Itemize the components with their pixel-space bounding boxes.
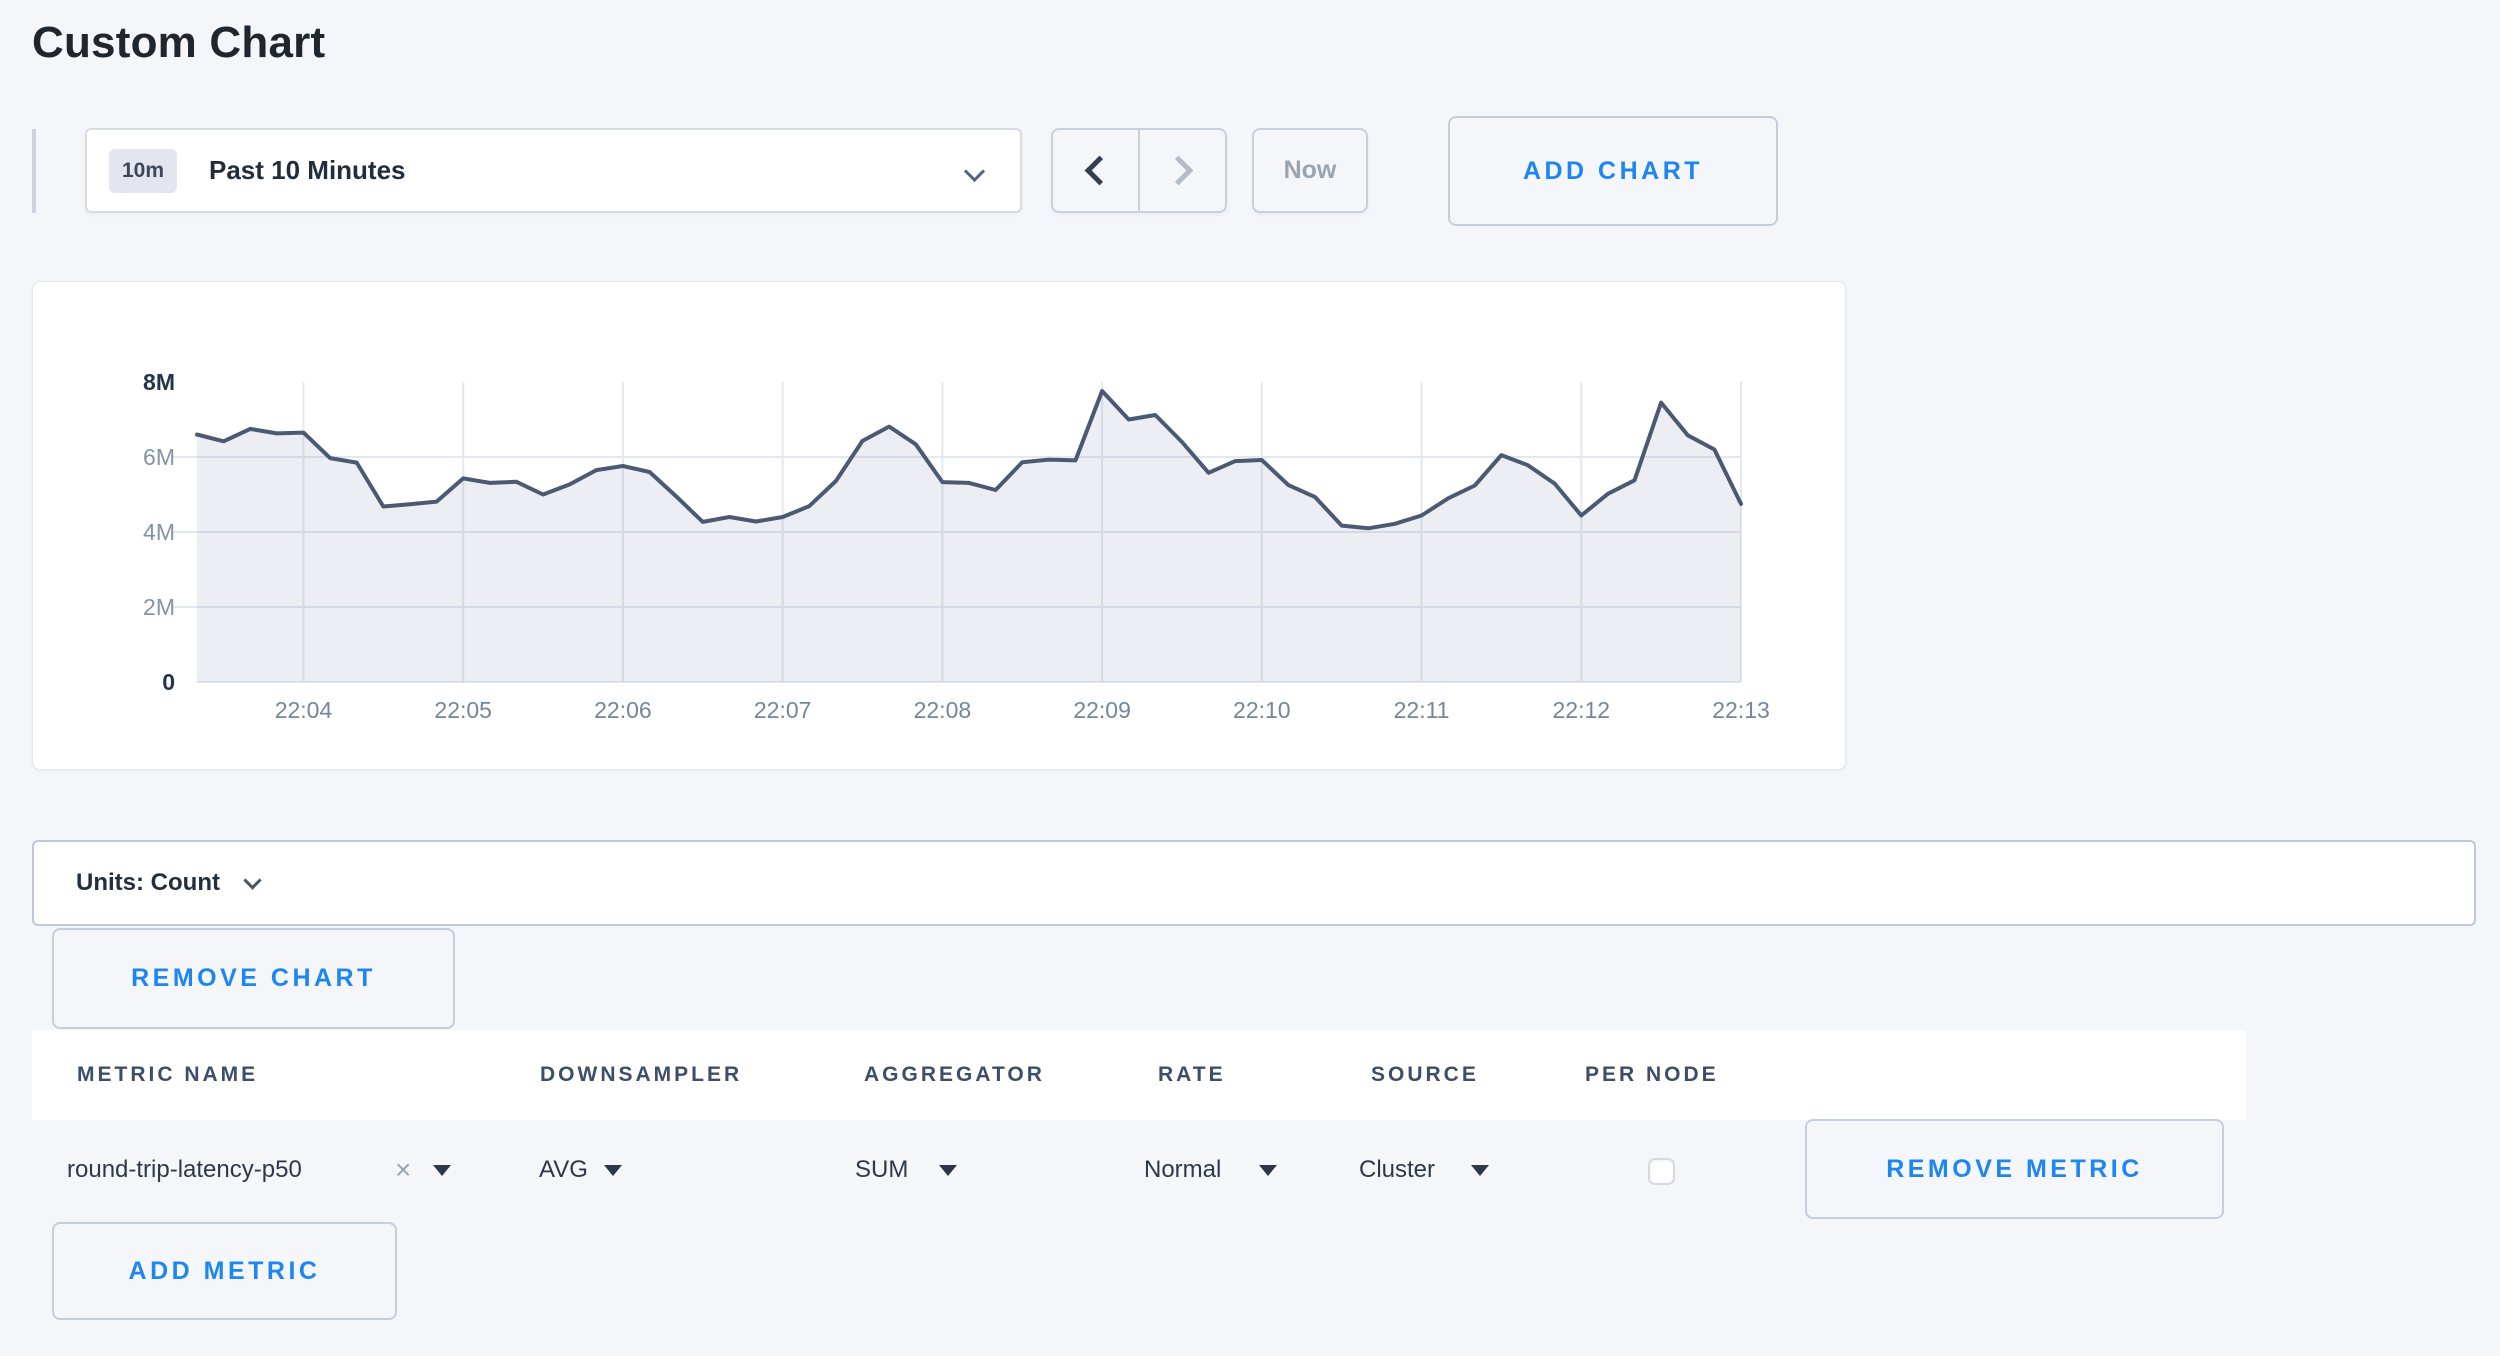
y-axis-label: 0 [162, 669, 175, 695]
column-header-downsampler: DOWNSAMPLER [540, 1063, 743, 1086]
x-axis-label: 22:10 [1233, 697, 1291, 723]
time-range-accent-bar [32, 129, 36, 213]
x-axis-label: 22:13 [1712, 697, 1770, 723]
x-axis-label: 22:09 [1073, 697, 1131, 723]
y-axis-label: 4M [143, 519, 175, 545]
x-axis-label: 22:05 [434, 697, 492, 723]
y-axis-label: 6M [143, 444, 175, 470]
column-header-per-node: PER NODE [1585, 1063, 1719, 1086]
x-axis-label: 22:11 [1393, 697, 1450, 723]
prev-time-window-button[interactable] [1053, 130, 1140, 211]
x-axis-label: 22:08 [913, 697, 972, 723]
time-range-select[interactable]: 10m Past 10 Minutes [85, 128, 1022, 213]
caret-down-icon[interactable] [939, 1165, 957, 1176]
area-chart [173, 382, 1743, 683]
chevron-down-icon [963, 160, 986, 183]
time-range-label: Past 10 Minutes [209, 155, 406, 185]
chevron-left-icon [1084, 155, 1115, 186]
aggregator-select[interactable]: SUM [855, 1156, 909, 1183]
chevron-down-icon [243, 870, 262, 890]
column-header-rate: RATE [1158, 1063, 1226, 1086]
column-header-metric-name: METRIC NAME [77, 1063, 259, 1086]
y-axis-label: 2M [143, 594, 175, 620]
close-icon[interactable]: × [395, 1154, 412, 1185]
chart-card: 0 2M 4M 6M 8M 22:04 22:05 22:06 22:07 22:08 22:09… [32, 281, 1846, 770]
now-button[interactable]: Now [1252, 128, 1368, 213]
y-axis-label: 8M [143, 369, 175, 395]
time-window-nav [1051, 128, 1227, 213]
caret-down-icon[interactable] [1259, 1165, 1277, 1176]
remove-chart-button[interactable]: REMOVE CHART [52, 928, 455, 1029]
remove-metric-button[interactable]: REMOVE METRIC [1805, 1119, 2224, 1219]
metrics-table-header: METRIC NAME DOWNSAMPLER AGGREGATOR RATE … [32, 1030, 2246, 1120]
per-node-checkbox[interactable] [1648, 1158, 1675, 1185]
add-metric-button[interactable]: ADD METRIC [52, 1222, 397, 1320]
caret-down-icon[interactable] [433, 1165, 451, 1176]
units-label: Units: Count [76, 869, 220, 896]
x-axis-label: 22:06 [594, 697, 652, 723]
caret-down-icon[interactable] [1471, 1165, 1489, 1176]
column-header-source: SOURCE [1371, 1063, 1479, 1086]
caret-down-icon[interactable] [604, 1165, 622, 1176]
add-chart-button[interactable]: ADD CHART [1448, 116, 1778, 226]
source-select[interactable]: Cluster [1359, 1156, 1436, 1183]
x-axis-label: 22:07 [753, 697, 812, 723]
x-axis-label: 22:12 [1552, 697, 1611, 723]
next-time-window-button[interactable] [1140, 130, 1225, 211]
column-header-aggregator: AGGREGATOR [864, 1063, 1045, 1086]
rate-select[interactable]: Normal [1144, 1156, 1222, 1183]
page-title: Custom Chart [32, 18, 326, 67]
downsampler-select[interactable]: AVG [539, 1156, 588, 1183]
metric-name-select[interactable]: round-trip-latency-p50 [67, 1156, 302, 1183]
chevron-right-icon [1163, 155, 1194, 186]
units-select[interactable]: Units: Count [32, 840, 2476, 926]
x-axis-label: 22:04 [274, 697, 333, 723]
time-window-badge: 10m [109, 148, 177, 193]
